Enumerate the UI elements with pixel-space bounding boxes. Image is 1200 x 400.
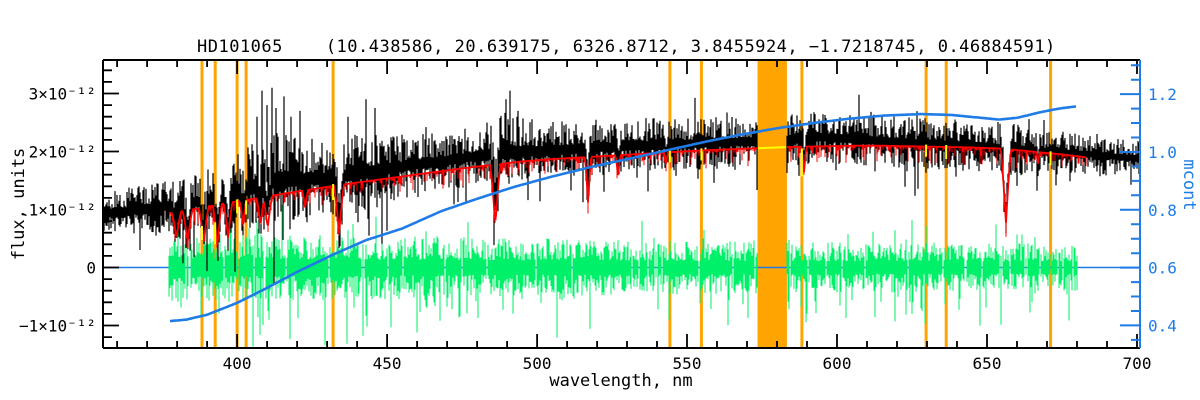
y-left-tick-label: 1×10⁻¹²	[29, 201, 96, 220]
x-tick-label: 650	[973, 354, 1002, 373]
model-line-hairs	[170, 145, 1087, 249]
y-left-tick-label: −1×10⁻¹²	[19, 317, 96, 336]
x-axis-ticks	[116, 60, 1138, 348]
masked-model-group	[201, 144, 1052, 245]
marker-lines-group	[200, 60, 1053, 348]
x-tick-label: 450	[373, 354, 402, 373]
axis-labels-group: HD101065 (10.438586, 20.639175, 6326.871…	[9, 37, 1199, 391]
y-right-tick-label: 0.8	[1148, 201, 1177, 220]
masked-band	[757, 60, 787, 348]
y-left-tick-label: 0	[86, 259, 96, 278]
x-axis-label: wavelength, nm	[549, 371, 692, 391]
x-tick-label: 700	[1123, 354, 1152, 373]
mcont-curve	[169, 105, 1077, 323]
mcont-series-group	[169, 105, 1077, 323]
x-tick-label: 400	[223, 354, 252, 373]
y-left-ticks	[103, 69, 119, 338]
residual-series-group	[168, 204, 1078, 347]
y-right-tick-label: 0.4	[1148, 316, 1177, 335]
masked-model-segment	[757, 146, 787, 150]
plot-title: HD101065 (10.438586, 20.639175, 6326.871…	[197, 37, 1056, 57]
y-right-tick-label: 1.0	[1148, 143, 1177, 162]
y-axis-right-label: mcont	[1179, 159, 1199, 210]
y-left-tick-label: 3×10⁻¹²	[29, 85, 96, 104]
x-tick-label: 600	[823, 354, 852, 373]
x-tick-label: 500	[523, 354, 552, 373]
x-tick-label: 550	[673, 354, 702, 373]
axes-group: 400 450 500 550 600 650 700 −1×10⁻¹² 0 1×10⁻¹² 2×1…	[19, 59, 1177, 373]
residual-spectrum	[168, 204, 1078, 347]
y-right-tick-label: 0.6	[1148, 259, 1177, 278]
y-right-ticks	[1120, 64, 1140, 341]
axis-frame	[102, 59, 1140, 349]
y-axis-left-label: flux, units	[9, 148, 29, 261]
y-left-tick-label: 2×10⁻¹²	[29, 143, 96, 162]
y-right-tick-label: 1.2	[1148, 85, 1177, 104]
